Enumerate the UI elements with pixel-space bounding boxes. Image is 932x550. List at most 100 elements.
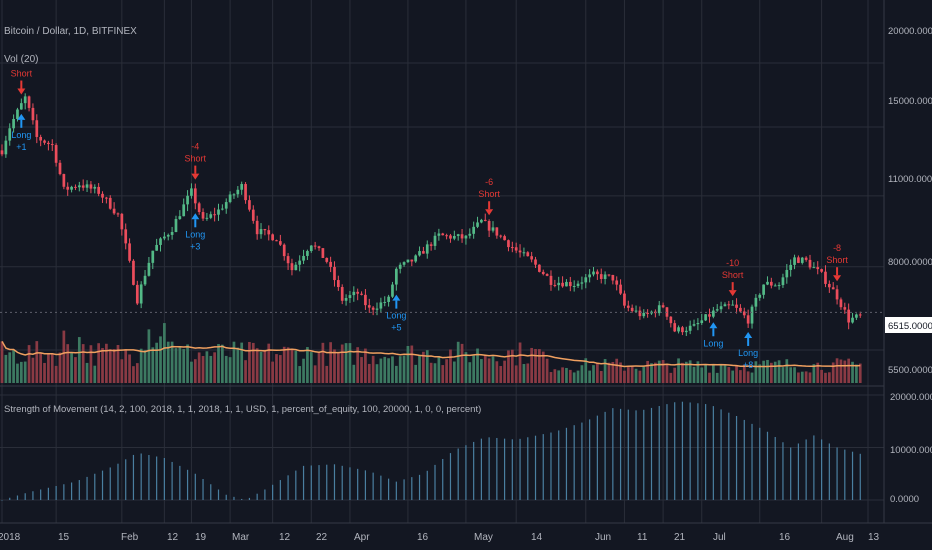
candle bbox=[410, 259, 414, 267]
candle-body bbox=[731, 304, 735, 306]
strength-bar bbox=[689, 402, 691, 500]
candle bbox=[700, 314, 704, 325]
volume-bar bbox=[27, 345, 31, 383]
candle bbox=[205, 212, 209, 221]
candle-body bbox=[592, 271, 595, 275]
candle bbox=[414, 254, 418, 263]
volume-bar bbox=[700, 367, 704, 383]
short-signal[interactable]: Short -8 bbox=[826, 243, 848, 282]
strength-bar bbox=[844, 449, 846, 500]
candle-body bbox=[630, 307, 634, 312]
candle-body bbox=[89, 184, 93, 189]
strength-bar bbox=[63, 484, 65, 500]
candle-body bbox=[491, 227, 495, 231]
volume-bar bbox=[275, 354, 278, 383]
long-signal[interactable]: Long +8 bbox=[738, 331, 758, 370]
strength-bar bbox=[480, 438, 482, 500]
volume-bar bbox=[135, 363, 139, 383]
short-arrow-stem bbox=[488, 201, 491, 210]
long-signal[interactable]: Long +1 bbox=[11, 113, 31, 152]
price-axis[interactable]: 20000.0000000 15000.0000000 11000.000000… bbox=[885, 26, 932, 376]
volume-bar bbox=[696, 361, 700, 383]
short-signal[interactable]: Short -10 bbox=[722, 258, 744, 297]
long-signal[interactable]: Long +5 bbox=[386, 294, 406, 333]
long-label: Long bbox=[738, 348, 758, 358]
candle bbox=[128, 238, 131, 263]
volume-bar bbox=[298, 366, 302, 383]
candle-body bbox=[139, 284, 143, 304]
short-arrow-icon bbox=[17, 88, 26, 95]
volume-bar bbox=[762, 360, 765, 383]
candle bbox=[371, 306, 375, 316]
volume-ma-line bbox=[1, 341, 861, 368]
short-signal[interactable]: Short bbox=[11, 69, 33, 95]
candle bbox=[190, 183, 193, 199]
candle-body bbox=[143, 275, 147, 285]
candle bbox=[557, 276, 561, 291]
candle bbox=[510, 241, 514, 253]
long-signal[interactable]: Long bbox=[703, 322, 723, 348]
indicator-legend[interactable]: Strength of Movement (14, 2, 100, 2018, … bbox=[4, 404, 481, 415]
volume-bar bbox=[47, 354, 50, 383]
volume-bar bbox=[603, 359, 607, 383]
candle bbox=[769, 277, 773, 289]
candle-body bbox=[545, 274, 549, 276]
candle bbox=[402, 261, 406, 267]
candle-body bbox=[93, 186, 97, 189]
candle-body bbox=[422, 251, 425, 254]
short-signal[interactable]: Short -4 bbox=[185, 142, 207, 180]
candle-body bbox=[777, 285, 781, 287]
candle bbox=[692, 319, 696, 327]
candle bbox=[112, 202, 116, 215]
time-axis[interactable]: 2018 15 Feb 12 19 Mar 12 22 Apr 16 May 1… bbox=[0, 532, 880, 543]
strength-bar bbox=[194, 473, 196, 500]
volume-bar bbox=[476, 348, 479, 383]
volume-bar bbox=[325, 365, 329, 383]
volume-bar bbox=[723, 365, 727, 383]
strength-bar bbox=[140, 453, 142, 500]
strength-bar bbox=[473, 441, 475, 500]
volume-bar bbox=[545, 358, 549, 383]
candle bbox=[236, 186, 240, 198]
volume-bar bbox=[538, 349, 541, 383]
short-label: Short bbox=[11, 69, 33, 79]
candle bbox=[66, 182, 70, 196]
volume-bar bbox=[317, 352, 321, 383]
candle bbox=[800, 256, 804, 265]
candle bbox=[522, 247, 526, 257]
candle-body bbox=[499, 235, 503, 237]
symbol-legend[interactable]: Bitcoin / Dollar, 1D, BITFINEX bbox=[4, 26, 137, 37]
time-tick: Aug bbox=[836, 532, 854, 543]
volume-bar bbox=[306, 347, 309, 383]
candle bbox=[607, 274, 611, 277]
strength-bar bbox=[341, 465, 343, 500]
candle bbox=[294, 261, 298, 271]
indicator-axis[interactable]: 20000.0000 10000.0000 0.0000 bbox=[890, 392, 932, 505]
candle-body bbox=[81, 185, 85, 188]
volume-bar bbox=[394, 365, 398, 383]
volume-bar bbox=[437, 356, 441, 383]
volume-bar bbox=[309, 352, 313, 383]
volume-legend[interactable]: Vol (20) bbox=[4, 54, 38, 65]
long-signal[interactable]: Long +3 bbox=[185, 213, 205, 251]
candle-body bbox=[661, 305, 665, 308]
volume-bar bbox=[31, 357, 35, 383]
candlestick-series bbox=[0, 93, 862, 337]
candle bbox=[286, 253, 290, 270]
candle bbox=[797, 255, 800, 264]
candle-body bbox=[704, 314, 707, 321]
candle-body bbox=[762, 284, 765, 295]
candle-body bbox=[754, 297, 758, 307]
volume-bar bbox=[599, 370, 603, 383]
volume-bar bbox=[611, 361, 615, 383]
short-signal[interactable]: Short -6 bbox=[478, 177, 500, 216]
volume-bar bbox=[97, 343, 101, 383]
candle-body bbox=[336, 280, 340, 288]
candle bbox=[758, 293, 762, 301]
candle-body bbox=[684, 330, 688, 333]
candle bbox=[101, 191, 104, 203]
volume-bar bbox=[62, 330, 66, 383]
volume-bar bbox=[197, 352, 201, 383]
volume-bar bbox=[491, 356, 495, 383]
candle bbox=[638, 306, 642, 320]
